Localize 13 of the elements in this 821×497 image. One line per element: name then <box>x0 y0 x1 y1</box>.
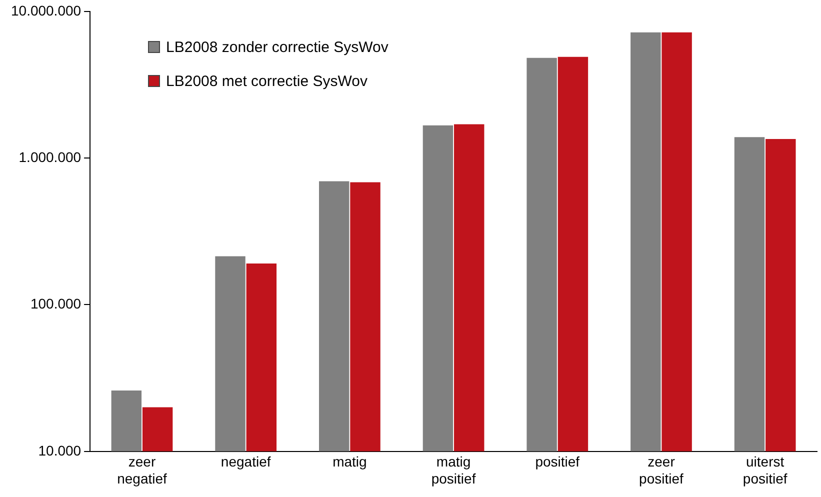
x-tick-label: matig positief <box>431 454 476 486</box>
x-tick-label: zeer negatief <box>117 454 168 486</box>
x-tick-label: zeer positief <box>639 454 684 486</box>
legend-label: LB2008 met correctie SysWov <box>166 72 368 90</box>
y-tick-label: 10.000.000 <box>10 2 82 18</box>
x-tick-label: positief <box>535 454 580 470</box>
x-tick-label: uiterst positief <box>742 454 788 486</box>
y-tick-label: 1.000.000 <box>18 148 82 165</box>
legend-label: LB2008 zonder correctie SysWov <box>166 38 388 56</box>
y-tick-label: 100.000 <box>30 296 82 312</box>
x-tick-label: negatief <box>220 454 271 470</box>
x-tick-label: matig <box>332 454 367 470</box>
y-tick-label: 10.000 <box>38 442 82 458</box>
